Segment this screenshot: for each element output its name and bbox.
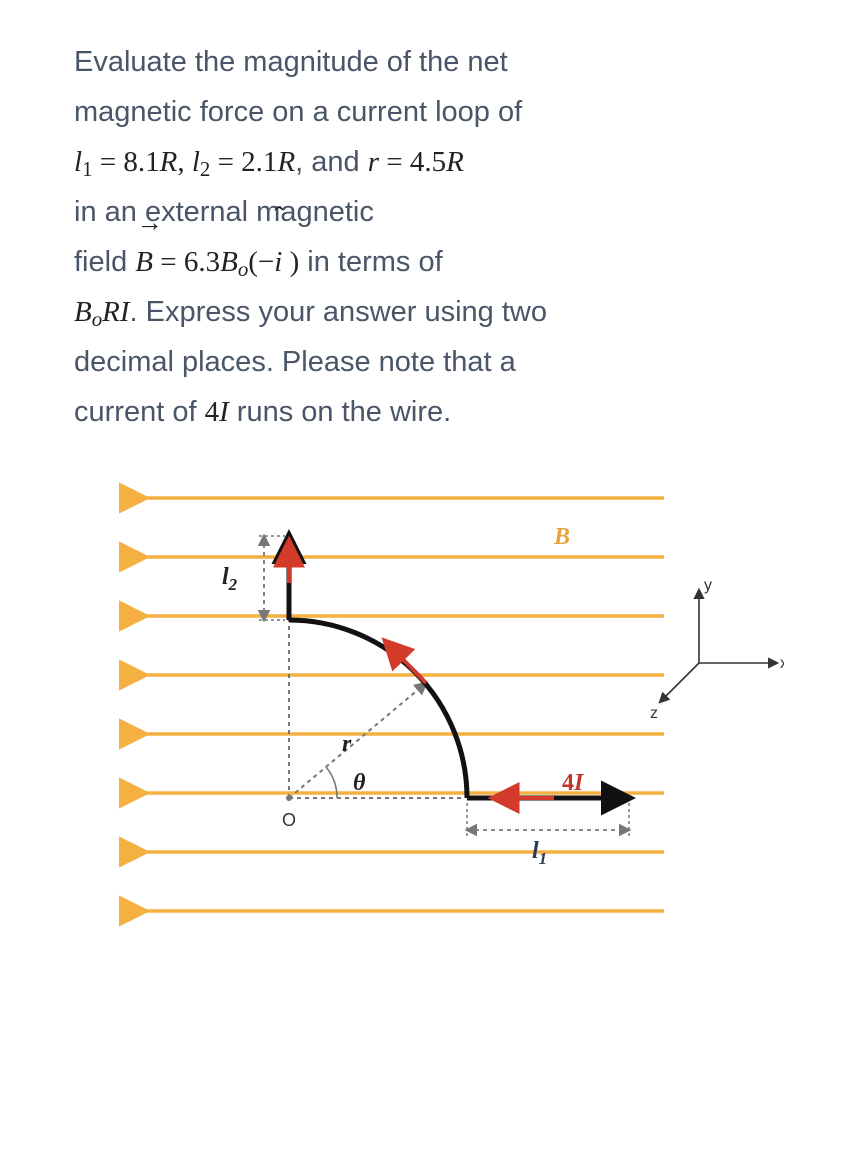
axis-label-x: x bbox=[780, 655, 784, 672]
label-theta: θ bbox=[353, 770, 366, 796]
line-4: in an external magnetic bbox=[74, 188, 825, 238]
label-O: O bbox=[282, 810, 296, 830]
label-r: r bbox=[342, 731, 352, 757]
line-5: field →B = 6.3Bo(−ˆi ) in terms of bbox=[74, 238, 825, 288]
wire-arc bbox=[289, 620, 467, 798]
axis-z bbox=[660, 663, 699, 702]
line-6: BoRI. Express your answer using two bbox=[74, 288, 825, 338]
label-l1: l1 bbox=[532, 838, 547, 868]
axis-label-y: y bbox=[704, 577, 712, 594]
axes: x y z bbox=[650, 577, 784, 722]
line-8: current of 4I runs on the wire. bbox=[74, 388, 825, 438]
field-lines bbox=[144, 498, 664, 911]
label-l2: l2 bbox=[222, 564, 238, 594]
origin-point bbox=[286, 795, 292, 801]
figure: B l2 r θ O 4I l1 x y z bbox=[64, 458, 784, 978]
line-1: Evaluate the magnitude of the net bbox=[74, 38, 825, 88]
figure-svg: B l2 r θ O 4I l1 x y z bbox=[64, 458, 784, 978]
line-7: decimal places. Please note that a bbox=[74, 338, 825, 388]
arc-red-arrow bbox=[386, 642, 426, 683]
axis-label-z: z bbox=[650, 705, 658, 722]
problem-text: Evaluate the magnitude of the net magnet… bbox=[74, 38, 825, 438]
label-B: B bbox=[553, 524, 570, 550]
line-3: l1 = 8.1R, l2 = 2.1R, and r = 4.5R bbox=[74, 138, 825, 188]
label-4I: 4I bbox=[562, 770, 585, 796]
line-2: magnetic force on a current loop of bbox=[74, 88, 825, 138]
